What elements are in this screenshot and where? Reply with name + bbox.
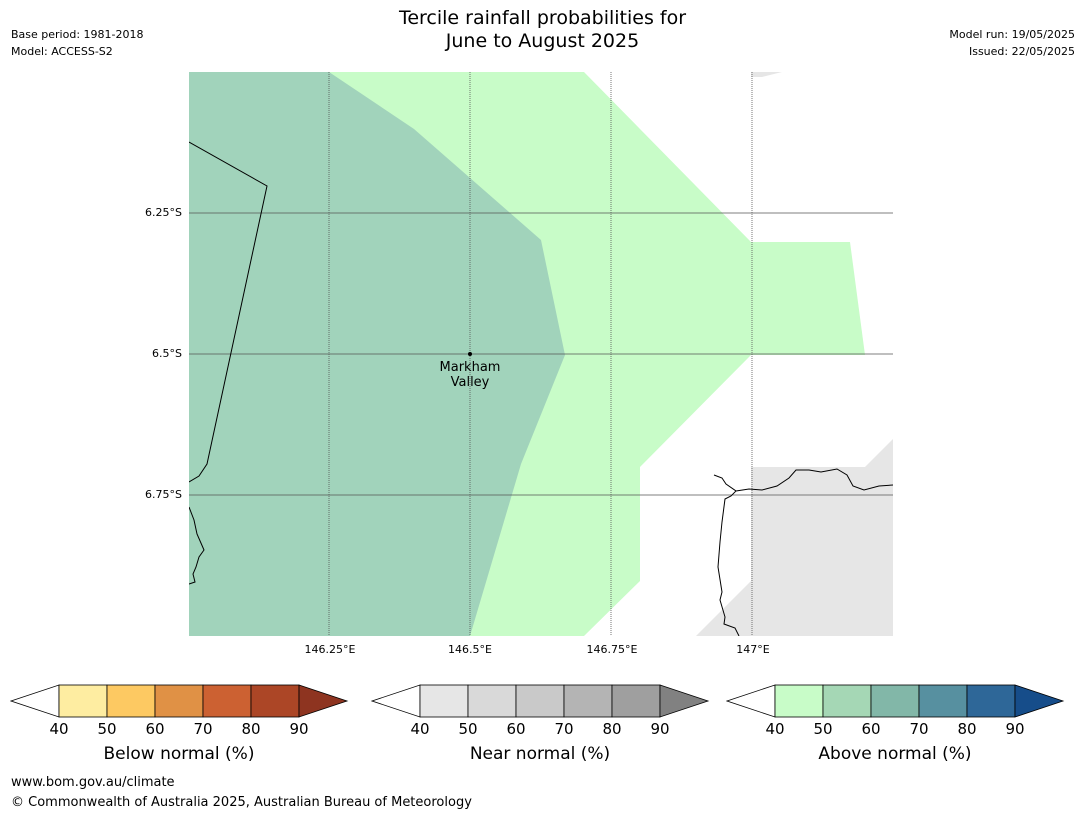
colorbar-above-normal-bin-60-70 [870,684,920,718]
place-marker [468,352,472,356]
near-normal-region-north [751,72,782,77]
coastline-west [189,506,205,585]
coastlines [189,141,893,636]
tick-label: 50 [97,720,117,738]
colorbar-below-normal [10,684,349,718]
lon-label-146-5: 146.5°E [448,643,492,656]
colorbar-above-normal-bin-70-80 [918,684,968,718]
lat-label-6-5: 6.5°S [152,347,182,360]
colorbar-near-normal-bin-80-90 [611,684,661,718]
base-period-label: Base period: 1981-2018 [11,28,144,41]
tick-label: 40 [410,720,430,738]
tick-label: 80 [957,720,977,738]
model-run-label: Model run: 19/05/2025 [949,28,1075,41]
tick-label: 40 [765,720,785,738]
colorbar-below-normal-bin-60-70 [154,684,204,718]
tick-label: 90 [650,720,670,738]
page-title: Tercile rainfall probabilities for June … [0,7,1085,53]
colorbar-above-normal-lower-arrow [726,684,776,718]
tick-label: 60 [861,720,881,738]
colorbar-below-normal-bin-70-80 [202,684,252,718]
header-left: Base period: 1981-2018 Model: ACCESS-S2 [11,26,143,60]
lon-label-146-25: 146.25°E [304,643,356,656]
lat-label-6-75: 6.75°S [145,488,182,501]
place-label-line-2: Valley [450,375,490,390]
border-line-west [189,141,268,483]
colorbar-above-normal [726,684,1065,718]
title-line-1: Tercile rainfall probabilities for [398,7,687,29]
colorbar-near-normal-title: Near normal (%) [469,744,611,764]
colorbar-below-normal-lower-arrow [10,684,60,718]
colorbar-below-normal-bin-80-90 [250,684,300,718]
place-label-markham-valley: Markham Valley [420,360,520,390]
tick-label: 70 [909,720,929,738]
header-right: Model run: 19/05/2025 Issued: 22/05/2025 [949,26,1075,60]
coastline-huon [713,474,740,636]
colorbar-near-normal [371,684,710,718]
colorbar-above-normal-bin-50-60 [822,684,872,718]
colorbar-below-normal-bin-40-50 [58,684,108,718]
colorbar-above-normal-title: Above normal (%) [818,744,972,764]
footer-copyright: © Commonwealth of Australia 2025, Austra… [11,795,472,810]
tick-label: 80 [602,720,622,738]
coastline-east [735,468,893,492]
lat-label-6-25: 6.25°S [145,206,182,219]
colorbar-near-normal-upper-arrow [659,684,710,718]
lon-label-146-75: 146.75°E [586,643,638,656]
colorbar-near-normal-bin-70-80 [563,684,613,718]
title-line-2: June to August 2025 [445,30,640,52]
footer-url: www.bom.gov.au/climate [11,775,175,790]
colorbar-above-normal-upper-arrow [1014,684,1065,718]
rainfall-probability-map[interactable] [189,72,893,636]
gridlines [189,72,893,636]
colorbar-near-normal-bin-40-50 [419,684,469,718]
tick-label: 60 [145,720,165,738]
colorbar-below-normal-title: Below normal (%) [103,744,255,764]
tick-label: 90 [289,720,309,738]
colorbar-above-normal-bin-40-50 [774,684,824,718]
colorbar-above-normal-bin-80-90 [966,684,1016,718]
colorbar-near-normal-bin-50-60 [467,684,517,718]
colorbar-near-normal-lower-arrow [371,684,421,718]
tick-label: 50 [458,720,478,738]
tick-label: 70 [554,720,574,738]
tick-label: 60 [506,720,526,738]
colorbar-near-normal-bin-60-70 [515,684,565,718]
colorbar-below-normal-upper-arrow [298,684,349,718]
lon-label-147: 147°E [736,643,770,656]
tick-label: 70 [193,720,213,738]
model-label: Model: ACCESS-S2 [11,45,113,58]
tick-label: 40 [49,720,69,738]
issued-label: Issued: 22/05/2025 [968,45,1075,58]
map-canvas [189,72,893,636]
near-normal-region-southeast [696,439,893,636]
place-label-line-1: Markham [439,360,501,375]
tick-label: 50 [813,720,833,738]
colorbar-below-normal-bin-50-60 [106,684,156,718]
tick-label: 90 [1005,720,1025,738]
tick-label: 80 [241,720,261,738]
